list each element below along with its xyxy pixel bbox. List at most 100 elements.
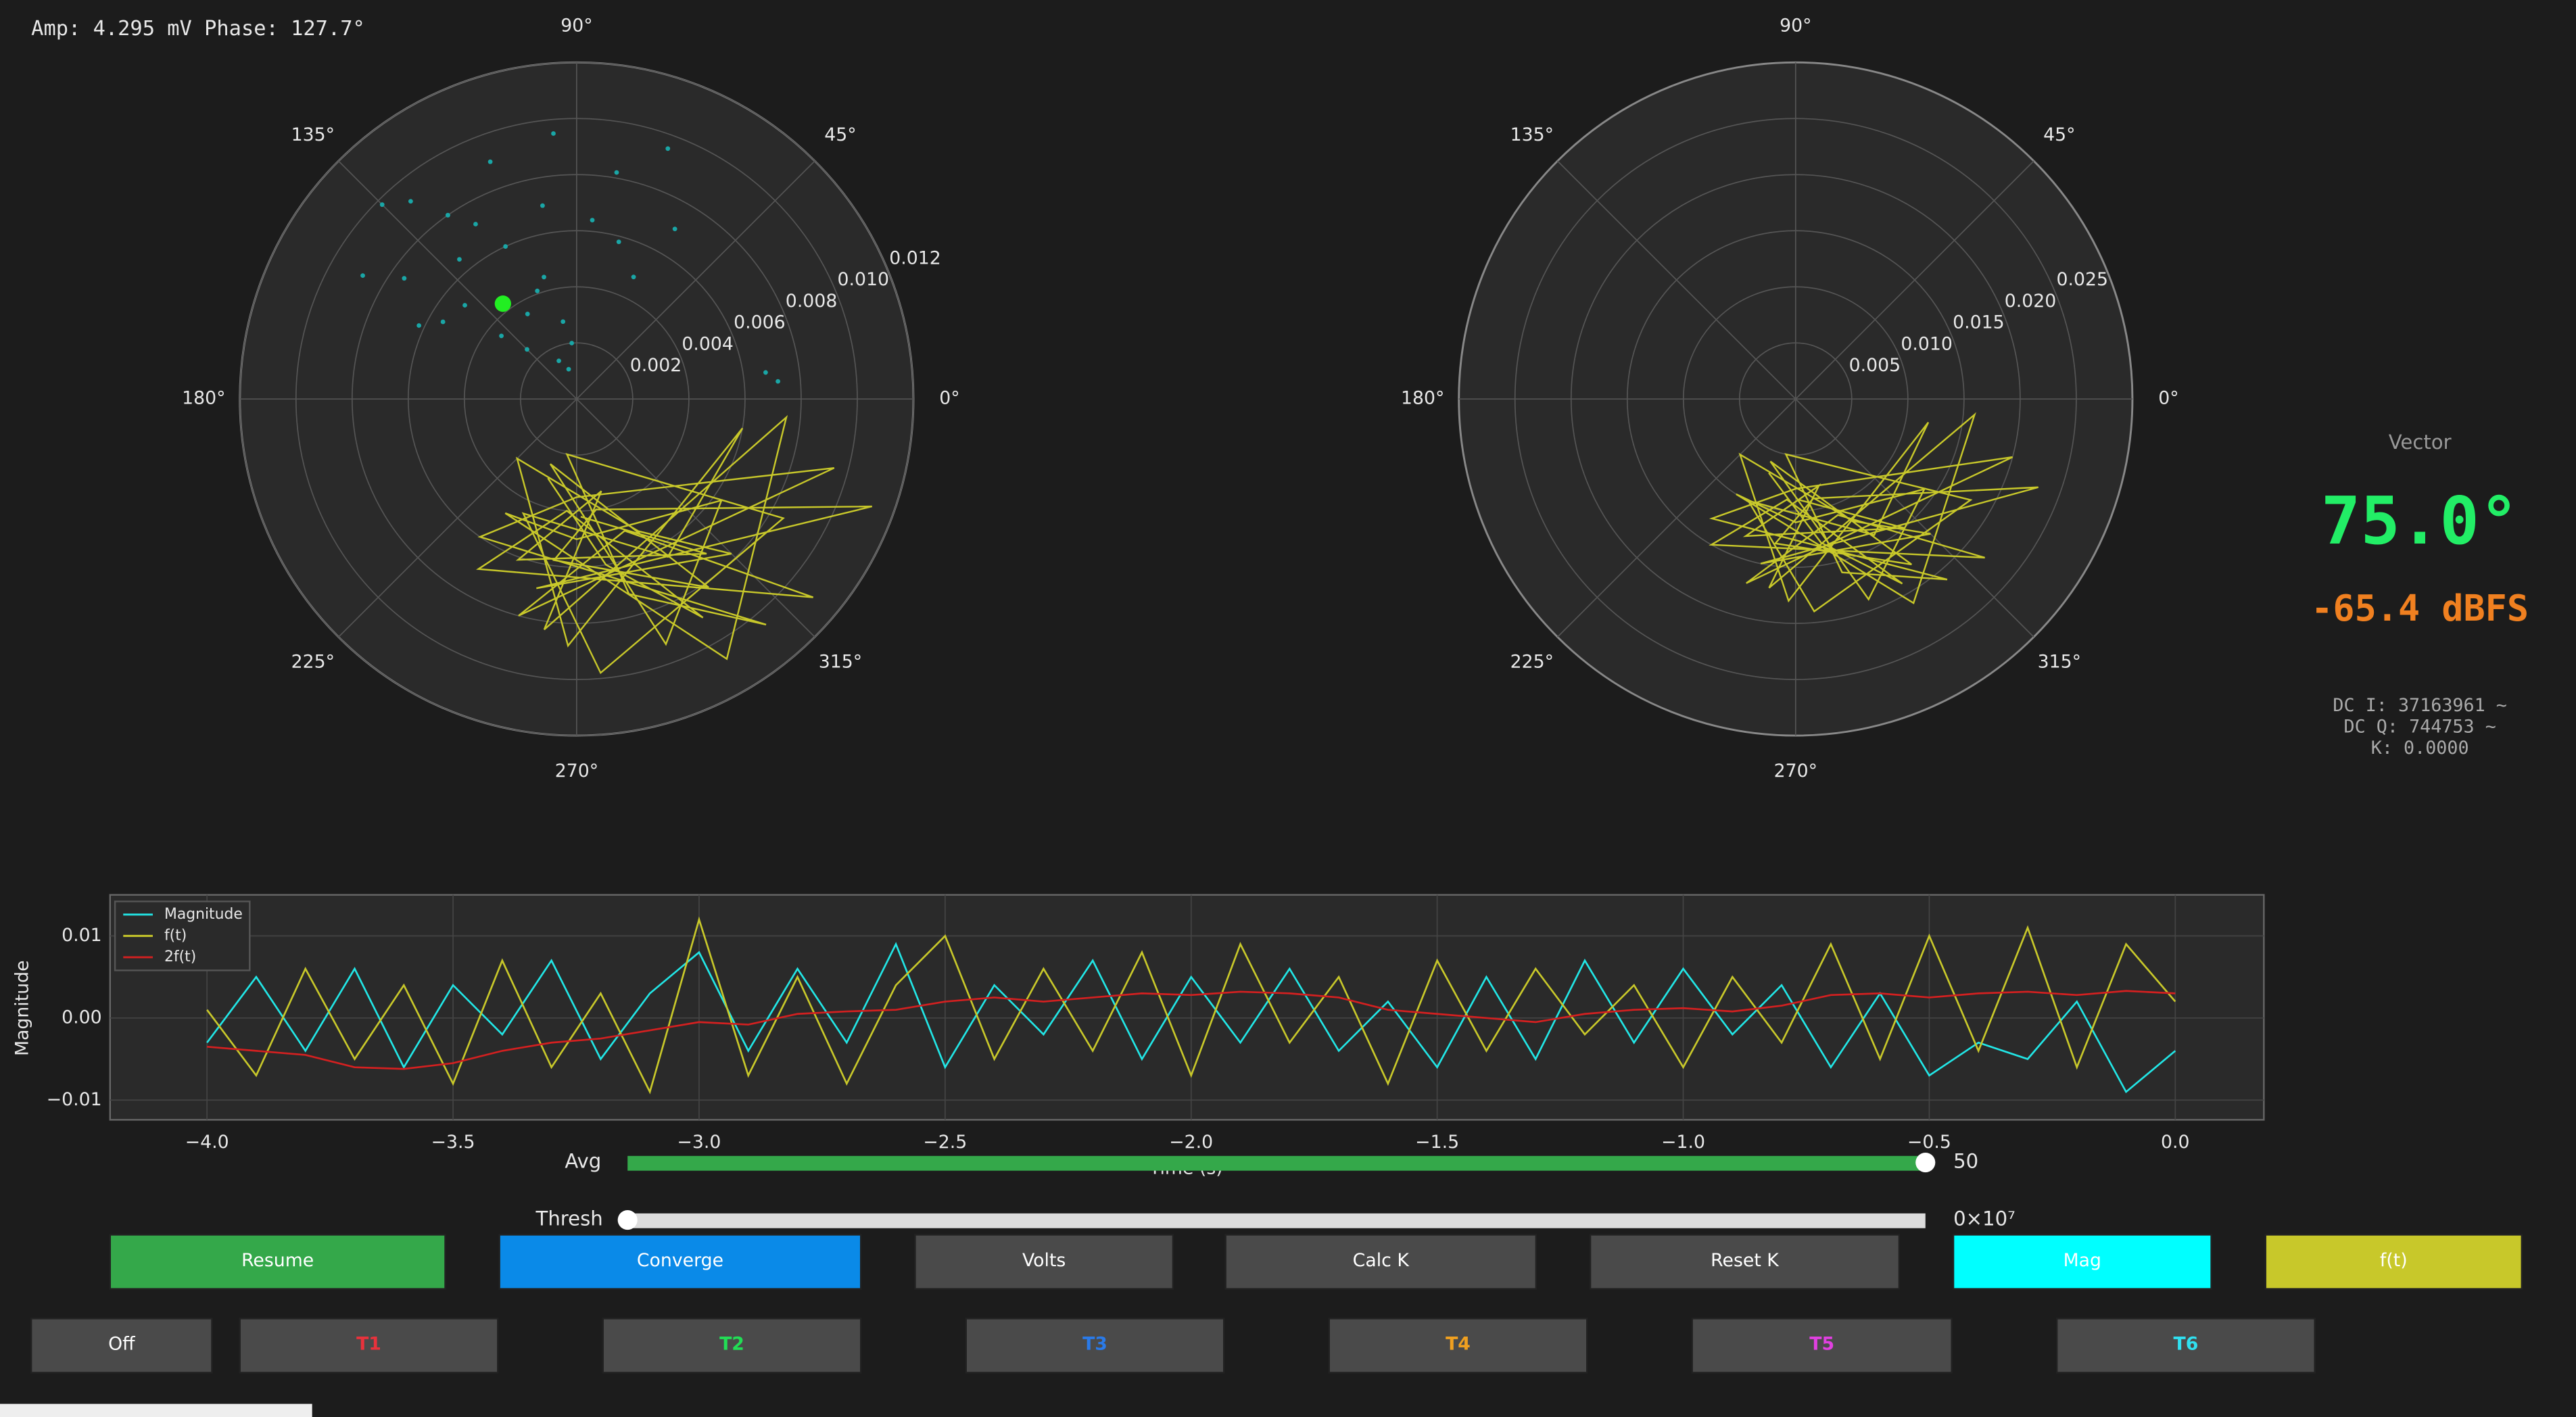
thresh-slider[interactable] xyxy=(627,1213,1926,1228)
x-tick-label: −2.0 xyxy=(1169,1132,1213,1153)
scatter-point xyxy=(402,276,407,281)
theta-tick-label: 0° xyxy=(2158,388,2178,409)
plots: 0.0020.0040.0060.0080.0100.0120°45°90°13… xyxy=(12,15,2265,1153)
button-bg xyxy=(498,1234,862,1290)
button[interactable]: T4 xyxy=(1328,1318,1588,1374)
scatter-point xyxy=(590,218,595,223)
button-bg xyxy=(1952,1234,2212,1290)
scatter-point xyxy=(457,257,462,262)
legend-label: Magnitude xyxy=(164,906,243,923)
theta-tick-label: 0° xyxy=(939,388,959,409)
avg-knob[interactable] xyxy=(1915,1152,1936,1173)
theta-tick-label: 225° xyxy=(291,652,335,673)
button-bg xyxy=(602,1318,862,1374)
series-line xyxy=(207,990,2176,1070)
theta-tick-label: 180° xyxy=(182,388,225,409)
button-label: Resume xyxy=(241,1250,314,1271)
current-vector xyxy=(494,295,511,312)
button[interactable]: Off xyxy=(30,1318,213,1374)
scatter-point xyxy=(408,199,413,204)
button-label: T1 xyxy=(356,1334,381,1355)
readout-level: -65.4 dBFS xyxy=(2311,587,2529,629)
button[interactable]: T5 xyxy=(1691,1318,1953,1374)
y-tick-label: −0.01 xyxy=(47,1089,102,1110)
button[interactable]: f(t) xyxy=(2264,1234,2523,1290)
button-bg xyxy=(1328,1318,1588,1374)
dc-q: DC Q: 744753 ~ xyxy=(2344,716,2496,737)
r-tick-label: 0.025 xyxy=(2056,269,2108,290)
dc-i: DC I: 37163961 ~ xyxy=(2333,695,2506,716)
theta-tick-label: 90° xyxy=(1780,15,1811,36)
thresh-value: 0×10⁷ xyxy=(1953,1207,2016,1230)
x-tick-label: −2.5 xyxy=(923,1132,967,1153)
button-label: Reset K xyxy=(1711,1250,1780,1271)
scatter-point xyxy=(560,319,566,325)
scatter-point xyxy=(473,222,478,226)
r-tick-label: 0.006 xyxy=(734,312,786,333)
r-tick-label: 0.015 xyxy=(1953,312,2005,333)
button-bg xyxy=(239,1318,499,1374)
scatter-point xyxy=(566,366,571,372)
r-tick-label: 0.010 xyxy=(1901,333,1953,354)
scatter-point xyxy=(446,212,450,218)
readout-title: Vector xyxy=(2389,431,2452,454)
scatter-point xyxy=(776,379,781,384)
trace-line xyxy=(475,414,873,675)
button[interactable]: Resume xyxy=(109,1234,446,1290)
x-tick-label: 0.0 xyxy=(2161,1132,2190,1153)
button[interactable]: T6 xyxy=(2055,1318,2316,1374)
scatter-point xyxy=(440,319,446,325)
x-tick-label: −4.0 xyxy=(185,1132,229,1153)
y-axis-label: Magnitude xyxy=(12,960,33,1056)
trace-line xyxy=(1709,412,2039,613)
theta-grid-line xyxy=(576,398,815,638)
amp-phase: Amp: 4.295 mV Phase: 127.7° xyxy=(31,17,365,41)
scatter-point xyxy=(763,370,768,375)
button[interactable]: Converge xyxy=(498,1234,862,1290)
button-label: Calc K xyxy=(1353,1250,1410,1271)
button[interactable]: T2 xyxy=(602,1318,862,1374)
thresh-knob[interactable] xyxy=(617,1209,638,1230)
button-bg xyxy=(2264,1234,2523,1290)
theta-tick-label: 315° xyxy=(819,652,862,673)
scatter-point xyxy=(614,170,619,175)
scatter-point xyxy=(379,202,385,208)
scatter-point xyxy=(462,303,467,308)
theta-tick-label: 270° xyxy=(1774,761,1817,782)
x-tick-label: −3.0 xyxy=(677,1132,721,1153)
button[interactable]: Mag xyxy=(1952,1234,2212,1290)
controls: Time (s) Avg 50 Thresh 0×10⁷ ResumeConve… xyxy=(0,1150,2523,1417)
button-label: T6 xyxy=(2173,1334,2198,1355)
button[interactable]: Volts xyxy=(914,1234,1174,1290)
avg-value: 50 xyxy=(1953,1150,1978,1173)
scatter-point xyxy=(631,274,636,280)
button-bg xyxy=(1691,1318,1953,1374)
x-tick-label: −1.5 xyxy=(1415,1132,1459,1153)
button-label: T3 xyxy=(1082,1334,1107,1355)
y-tick-label: 0.01 xyxy=(62,925,102,946)
button-label: T5 xyxy=(1809,1334,1834,1355)
button[interactable]: T3 xyxy=(965,1318,1225,1374)
scatter-point xyxy=(503,244,508,249)
r-tick-label: 0.008 xyxy=(786,291,838,312)
legend-label: 2f(t) xyxy=(164,948,196,965)
theta-grid-line xyxy=(1556,398,1796,638)
scatter-point xyxy=(416,323,422,328)
button[interactable]: T1 xyxy=(239,1318,499,1374)
button-label: Converge xyxy=(637,1250,723,1271)
button-bg xyxy=(1224,1234,1537,1290)
scatter-point xyxy=(487,159,493,164)
button[interactable]: Calc K xyxy=(1224,1234,1537,1290)
theta-tick-label: 90° xyxy=(560,15,592,36)
r-tick-label: 0.020 xyxy=(2005,291,2057,312)
theta-tick-label: 135° xyxy=(291,124,335,145)
theta-tick-label: 180° xyxy=(1401,388,1444,409)
avg-slider[interactable] xyxy=(627,1155,1926,1171)
scatter-point xyxy=(665,146,671,151)
theta-grid-line xyxy=(1795,398,2034,638)
scatter-point xyxy=(540,203,545,208)
series-line xyxy=(206,916,2176,1095)
y-tick-label: 0.00 xyxy=(62,1007,102,1028)
button[interactable]: Reset K xyxy=(1589,1234,1901,1290)
x-tick-label: −3.5 xyxy=(431,1132,475,1153)
